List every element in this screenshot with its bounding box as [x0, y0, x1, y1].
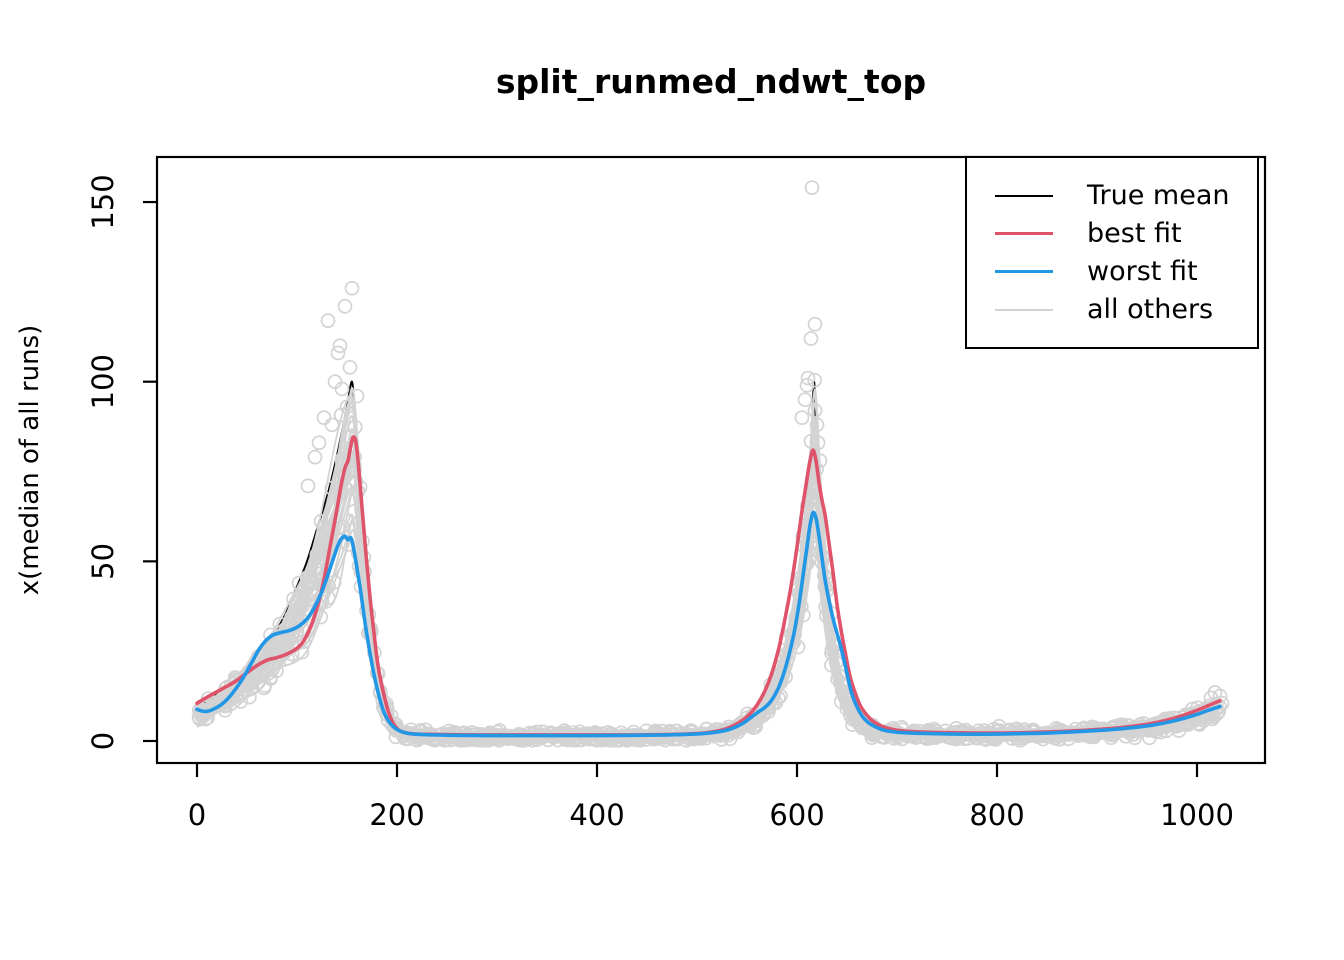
data-point-circle — [284, 609, 300, 625]
y-tick-label: 150 — [86, 174, 120, 229]
data-point-circle — [194, 706, 210, 722]
data-point-circle — [310, 561, 325, 577]
outlier-point-circle — [803, 331, 819, 346]
data-point-circle — [510, 732, 525, 747]
data-point-circle — [1069, 726, 1084, 742]
chart-title: split_runmed_ndwt_top — [495, 62, 927, 101]
legend-item: all others — [967, 294, 1257, 325]
x-tick-label: 200 — [369, 798, 424, 832]
data-point-circle — [395, 728, 411, 744]
data-point-circle — [362, 625, 378, 641]
y-tick-label: 0 — [86, 732, 120, 750]
data-point-circle — [335, 456, 350, 471]
legend-item-label: best fit — [1087, 218, 1182, 249]
data-point-circle — [596, 730, 612, 745]
data-point-circle — [863, 726, 879, 742]
plot-border — [155, 155, 1267, 765]
legend-line-swatch — [995, 194, 1053, 197]
data-point-circle — [348, 473, 364, 489]
x-tick-label: 800 — [969, 798, 1024, 832]
legend: True mean best fit worst fit all others — [965, 156, 1259, 349]
data-point-circle — [803, 433, 819, 449]
outlier-point-circle — [794, 410, 810, 425]
outlier-point-circle — [327, 374, 343, 390]
data-point-circle — [292, 589, 308, 604]
data-point-circle — [1030, 729, 1046, 745]
data-point-circle — [329, 484, 345, 500]
x-tick-label: 400 — [569, 798, 624, 832]
other-run-line — [196, 521, 1218, 741]
outlier-point-circle — [311, 435, 327, 451]
x-tick-label: 1000 — [1160, 798, 1234, 832]
data-point-circle — [242, 689, 257, 705]
legend-line-swatch — [995, 270, 1053, 273]
outlier-point-circle — [300, 478, 316, 494]
outlier-point-circle — [316, 410, 332, 425]
outlier-point-circle — [799, 377, 815, 393]
other-run-line — [196, 441, 1218, 741]
data-point-circle — [320, 590, 336, 606]
outlier-point-circle — [809, 417, 825, 433]
data-point-circle — [317, 518, 333, 534]
x-tick-label: 600 — [769, 798, 824, 832]
cloud-lines — [196, 386, 1218, 741]
outlier-point-circle — [339, 399, 355, 415]
legend-item-label: all others — [1087, 294, 1214, 325]
data-point-circle — [464, 725, 480, 740]
outlier-point-circle — [344, 280, 360, 296]
outlier-point-circle — [804, 180, 820, 196]
data-point-circle — [1017, 722, 1032, 737]
other-run-line — [196, 441, 1218, 739]
data-point-circle — [807, 372, 822, 388]
outlier-point-circle — [812, 453, 828, 469]
data-point-circle — [766, 687, 782, 703]
outlier-point-circle — [349, 388, 365, 404]
outlier-point-circle — [324, 417, 340, 433]
legend-item-label: worst fit — [1087, 256, 1198, 287]
outlier-point-circle — [334, 381, 350, 397]
series-line-worst-fit — [195, 510, 1222, 738]
other-run-line — [196, 534, 1218, 741]
legend-item: True mean — [967, 180, 1257, 211]
data-point-circle — [529, 724, 545, 740]
outlier-point-circle — [800, 370, 816, 386]
outlier-point-circle — [330, 345, 346, 361]
data-point-circle — [220, 679, 235, 695]
y-tick-label: 100 — [86, 354, 120, 409]
data-point-circle — [295, 598, 311, 614]
outlier-point-circle — [307, 449, 323, 465]
outlier-point-circle — [332, 338, 348, 354]
data-point-circle — [1191, 715, 1206, 731]
data-point-circle — [303, 586, 319, 602]
outlier-point-circle — [810, 435, 826, 451]
outlier-point-circle — [807, 316, 823, 332]
data-point-circle — [248, 668, 264, 684]
y-tick-label: 50 — [86, 543, 120, 580]
data-point-circle — [799, 498, 815, 514]
outlier-point-circle — [797, 392, 813, 408]
series-line-best-fit — [195, 435, 1222, 737]
other-run-line — [196, 460, 1218, 740]
legend-line-swatch — [995, 232, 1053, 235]
outlier-point-circle — [337, 298, 353, 314]
x-tick-label: 0 — [188, 798, 206, 832]
data-point-circle — [257, 678, 273, 693]
data-point-circle — [265, 647, 280, 663]
outlier-point-circle — [342, 359, 358, 375]
legend-item: worst fit — [967, 256, 1257, 287]
data-point-circle — [853, 716, 869, 732]
legend-item: best fit — [967, 218, 1257, 249]
data-point-circle — [833, 676, 849, 692]
legend-item-label: True mean — [1087, 180, 1230, 211]
data-point-circle — [905, 728, 920, 743]
data-point-circle — [694, 728, 710, 744]
legend-line-swatch — [995, 308, 1053, 311]
outlier-point-circle — [807, 403, 823, 418]
outlier-point-circle — [320, 313, 336, 328]
